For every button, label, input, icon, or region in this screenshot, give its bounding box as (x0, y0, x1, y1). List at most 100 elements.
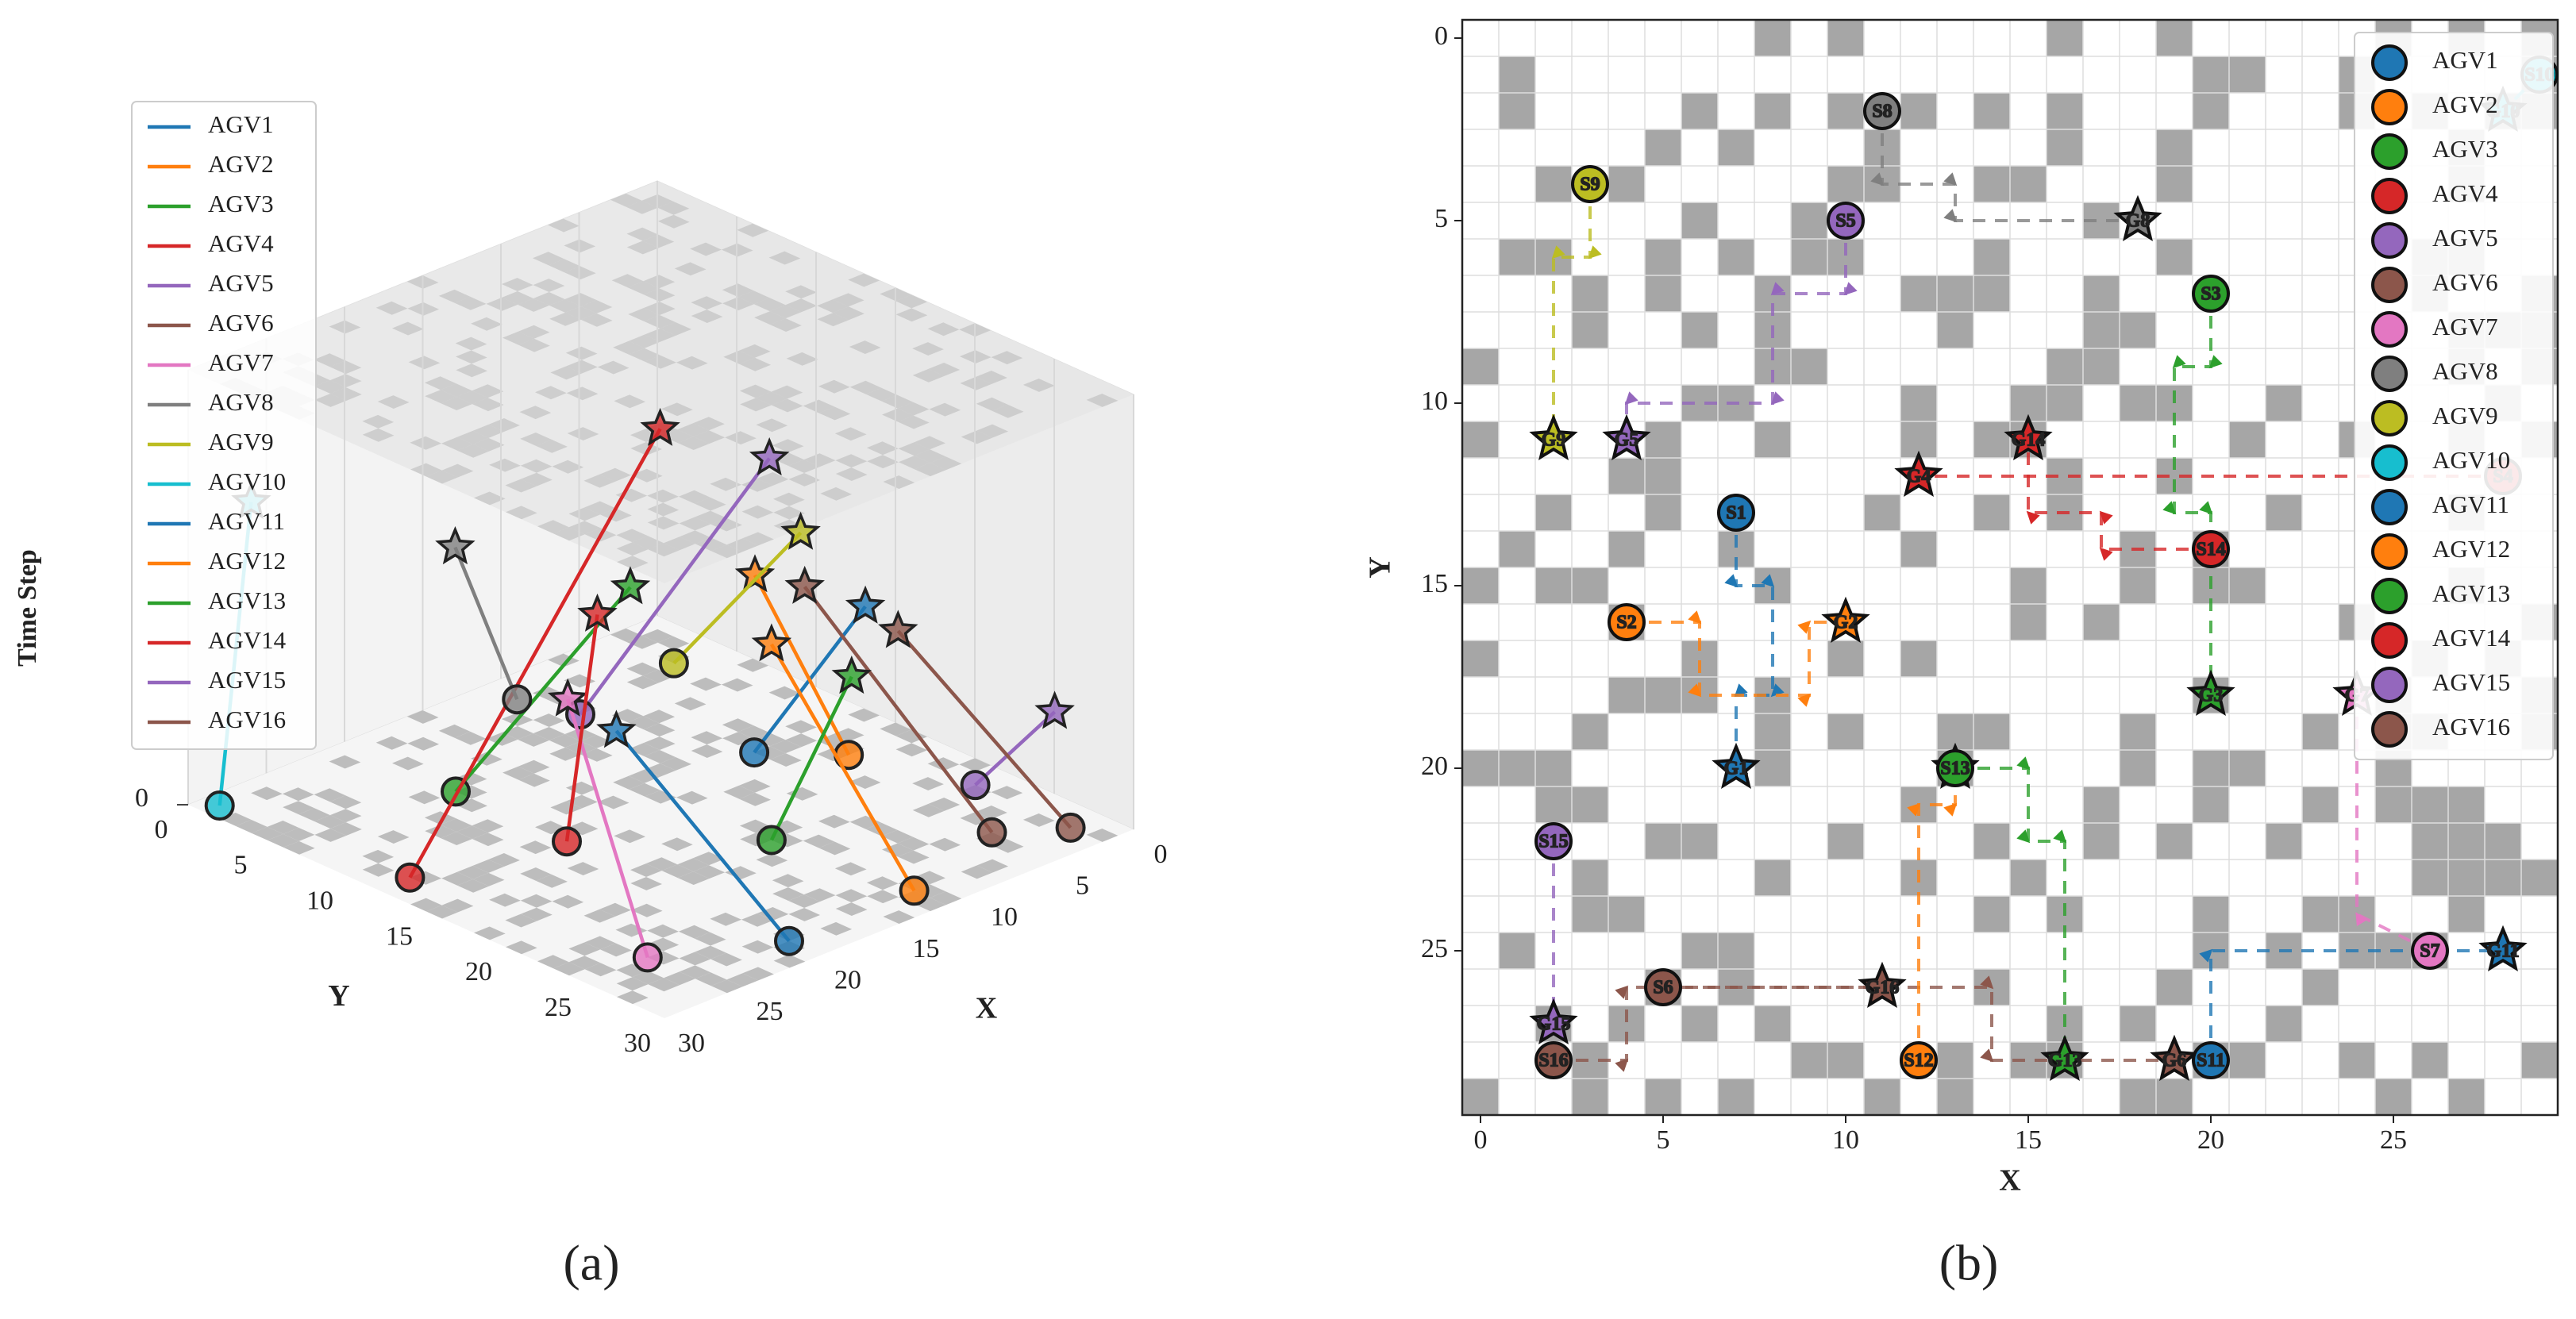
obstacle-cell (1791, 1042, 1827, 1079)
obstacle-cell (330, 387, 362, 401)
obstacle-cell (505, 913, 537, 928)
start-label: S9 (1580, 175, 1600, 195)
obstacle-cell (1718, 933, 1754, 969)
obstacle-cell (375, 301, 408, 315)
legend-frame (131, 101, 317, 750)
obstacle-cell (2156, 823, 2193, 859)
obstacle-cell (677, 871, 710, 885)
obstacle-cell (474, 491, 506, 506)
obstacle-cell (566, 360, 598, 374)
obstacle-cell (407, 736, 440, 751)
obstacle-cell (865, 387, 898, 402)
obstacle-cell (1681, 202, 1718, 239)
obstacle-cell (1827, 93, 1864, 129)
obstacle-cell (2156, 1079, 2193, 1115)
start-label: S12 (1904, 1051, 1933, 1071)
legend-label: AGV3 (2432, 135, 2498, 163)
obstacle-cell (2266, 823, 2302, 859)
legend-label: AGV12 (208, 547, 286, 575)
obstacle-cell (283, 828, 315, 841)
obstacle-cell (440, 383, 472, 398)
obstacle-cell (1462, 1079, 1499, 1115)
obstacle-cell (1645, 275, 1681, 312)
obstacle-cell (690, 242, 722, 256)
obstacle-cell (550, 801, 583, 815)
obstacle-cell (426, 905, 458, 919)
obstacle-cell (710, 979, 743, 994)
goal-marker (734, 554, 776, 593)
start-marker (2192, 275, 2230, 313)
obstacle-cell (2193, 750, 2229, 786)
start-marker (632, 942, 663, 973)
goal-marker (435, 526, 476, 565)
obstacle-cell (898, 415, 930, 429)
legend-label: AGV9 (208, 428, 274, 456)
obstacle-cell (584, 963, 617, 977)
trajectory (753, 574, 851, 756)
obstacle-cell (283, 840, 315, 855)
obstacle-cell (1864, 494, 1900, 531)
obstacle-cell (898, 850, 930, 864)
obstacle-cell (740, 398, 772, 412)
obstacle-cell (441, 436, 473, 451)
obstacle-cell (548, 218, 580, 233)
obstacle-cell (1499, 93, 1535, 129)
obstacle-cell (976, 806, 1007, 819)
legend-swatch (2371, 133, 2408, 170)
obstacle-cell (488, 853, 520, 867)
obstacle-cell (1718, 129, 1754, 166)
obstacle-cell (771, 398, 803, 413)
obstacle-cell (456, 363, 487, 378)
obstacle-cell (2412, 1042, 2448, 1079)
start-marker (1717, 494, 1755, 532)
obstacle-cell (626, 200, 658, 214)
obstacle-cell (1973, 823, 2010, 859)
obstacle-cell (803, 399, 835, 413)
obstacle-cell (533, 727, 565, 740)
obstacle-cell (849, 775, 881, 789)
obstacle-cell (695, 510, 726, 525)
start-label: S8 (1872, 102, 1892, 122)
trajectory (614, 729, 791, 943)
obstacle-cell (832, 728, 864, 742)
obstacle-cell (661, 864, 694, 879)
obstacle-cell (1973, 166, 2010, 202)
obstacle-cell (329, 755, 361, 769)
obstacle-cell (1645, 421, 1681, 458)
obstacle-cell (1754, 859, 1791, 896)
start-marker (502, 684, 533, 715)
obstacle-cell (661, 429, 694, 444)
start-marker (2192, 1041, 2230, 1079)
obstacle-cell (657, 201, 690, 215)
legend-label: AGV7 (2432, 313, 2498, 340)
obstacle-cell (786, 352, 818, 366)
path-line (1547, 184, 1602, 443)
obstacle-cell (617, 556, 649, 570)
obstacle-cell (2156, 20, 2193, 56)
goal-marker (1821, 596, 1870, 644)
obstacle-cell (2047, 93, 2083, 129)
legend-label: AGV9 (2432, 402, 2498, 429)
goal-marker (751, 623, 792, 662)
obstacle-cell (677, 858, 710, 872)
obstacle-cell (741, 913, 773, 927)
goal-marker (784, 565, 825, 604)
obstacle-cell (866, 876, 899, 890)
obstacle-cell (897, 402, 930, 416)
obstacle-cell (818, 841, 851, 856)
obstacle-cell (895, 294, 927, 309)
obstacle-cell (2485, 859, 2521, 896)
obstacle-cell (1572, 312, 1608, 348)
obstacle-cell (2521, 859, 2558, 896)
obstacle-cell (1973, 421, 2010, 458)
obstacle-cell (630, 442, 662, 456)
obstacle-cell (613, 775, 645, 790)
caption: (a) (563, 1235, 619, 1291)
obstacle-cell (550, 366, 583, 380)
obstacle-cell (881, 829, 914, 844)
obstacle-cell (2521, 1042, 2558, 1079)
x-tick-label: 15 (913, 934, 940, 963)
obstacle-cell (597, 360, 630, 375)
obstacle-cell (2083, 786, 2120, 823)
obstacle-cell (611, 709, 644, 723)
